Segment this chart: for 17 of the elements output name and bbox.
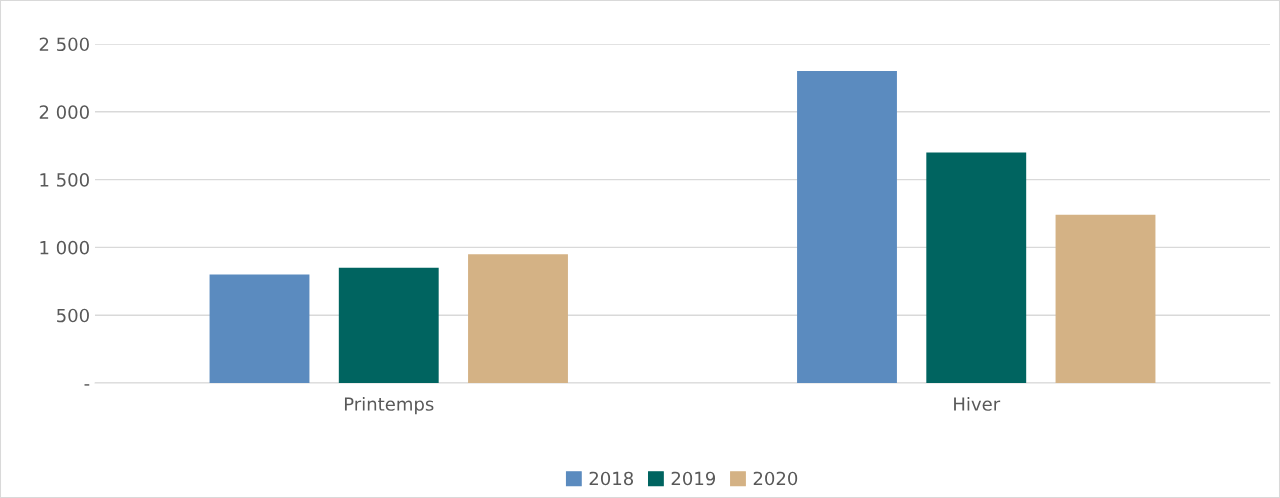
- bar: [468, 254, 568, 383]
- bar: [926, 152, 1027, 383]
- y-tick-label: 2 000: [39, 105, 89, 119]
- legend-label: 2018: [589, 471, 634, 486]
- legend-label: 2020: [753, 471, 798, 486]
- x-tick-label: Printemps: [344, 396, 434, 415]
- bar: [209, 274, 310, 383]
- bar: [338, 267, 439, 383]
- y-tick-label: 500: [57, 308, 89, 323]
- y-tick-label: -: [84, 384, 90, 386]
- legend-label: 2019: [671, 471, 716, 486]
- bar: [1055, 214, 1156, 383]
- y-tick-label: 1 500: [40, 173, 89, 187]
- bar: [797, 71, 897, 383]
- x-tick-label: Hiver: [954, 396, 1001, 411]
- y-tick-label: 2 500: [39, 37, 89, 52]
- y-tick-label: 1 000: [40, 240, 89, 255]
